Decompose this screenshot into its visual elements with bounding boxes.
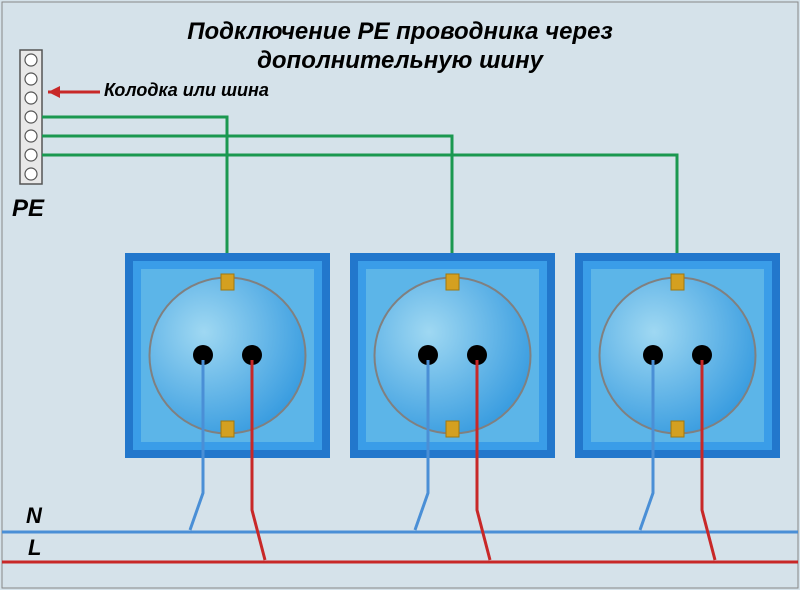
title-line-1: Подключение PE проводника через [187, 18, 612, 45]
diagram-title: Подключение PE проводника через дополнит… [0, 18, 800, 76]
l-label: L [28, 535, 41, 561]
title-line-2: дополнительную шину [257, 47, 543, 74]
pe-wires [42, 117, 677, 276]
socket-3 [575, 253, 780, 458]
socket-2 [350, 253, 555, 458]
socket-1 [125, 253, 330, 458]
busbar-arrow [48, 86, 100, 98]
n-label: N [26, 503, 42, 529]
pe-label: PE [12, 195, 44, 223]
busbar-label: Колодка или шина [104, 80, 269, 101]
